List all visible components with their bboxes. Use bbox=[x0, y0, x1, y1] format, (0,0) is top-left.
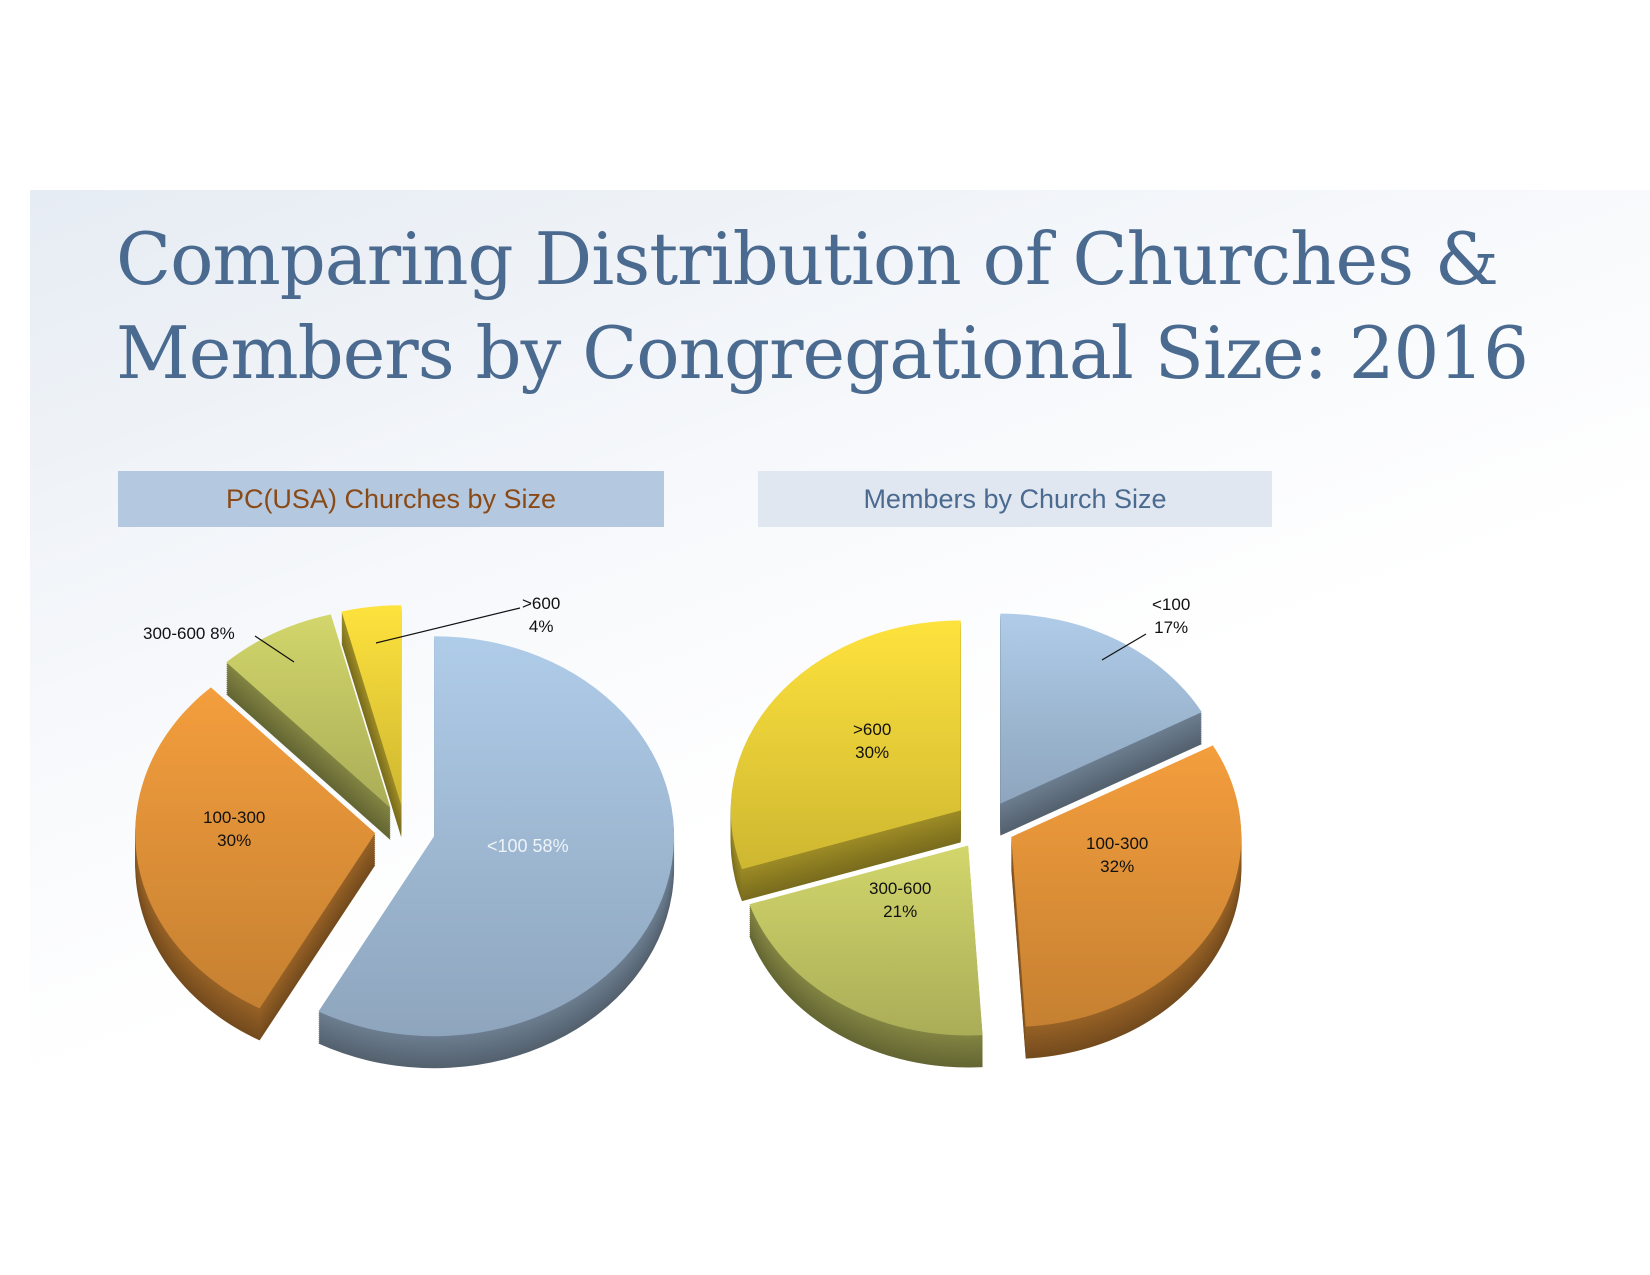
slice-300-600 bbox=[226, 614, 391, 841]
label-members-lt100: <100 17% bbox=[1152, 593, 1190, 639]
label-members-gt600: >600 30% bbox=[853, 718, 891, 764]
label-name: 100-300 bbox=[203, 808, 266, 827]
label-members-300-600: 300-600 21% bbox=[869, 877, 931, 923]
label-churches-300-600: 300-600 8% bbox=[143, 624, 235, 643]
label-name: >600 bbox=[522, 594, 561, 613]
label-members-100-300: 100-300 32% bbox=[1086, 832, 1148, 878]
label-value: 17% bbox=[1154, 618, 1189, 637]
label-value: 32% bbox=[1100, 857, 1135, 876]
chart-title-members: Members by Church Size bbox=[758, 471, 1272, 527]
slice-<100 bbox=[1000, 613, 1202, 836]
slice->600 bbox=[341, 605, 402, 838]
label-name: >600 bbox=[853, 720, 892, 739]
label-churches-lt100: <100 58% bbox=[487, 836, 569, 856]
label-churches-gt600: >600 4% bbox=[522, 592, 560, 638]
label-name: 100-300 bbox=[1086, 834, 1149, 853]
slice-300-600 bbox=[749, 845, 983, 1068]
pie-0 bbox=[135, 605, 675, 1069]
slice-<100 bbox=[318, 636, 675, 1069]
label-value: 21% bbox=[883, 902, 918, 921]
label-name: <100 bbox=[1152, 595, 1191, 614]
label-value: 30% bbox=[855, 743, 890, 762]
slide-title: Comparing Distribution of Churches & Mem… bbox=[116, 217, 1529, 395]
slice-100-300 bbox=[135, 687, 376, 1041]
label-value: 4% bbox=[528, 617, 554, 636]
label-name: 300-600 bbox=[869, 879, 932, 898]
label-value: 30% bbox=[217, 831, 252, 850]
slice-100-300 bbox=[1011, 745, 1242, 1059]
leader-line bbox=[1101, 633, 1147, 661]
leader-line bbox=[254, 635, 295, 663]
pie-1 bbox=[730, 613, 1242, 1068]
slice->600 bbox=[730, 620, 961, 902]
leader-line bbox=[375, 607, 521, 644]
chart-title-churches: PC(USA) Churches by Size bbox=[118, 471, 664, 527]
label-churches-100-300: 100-300 30% bbox=[203, 806, 265, 852]
